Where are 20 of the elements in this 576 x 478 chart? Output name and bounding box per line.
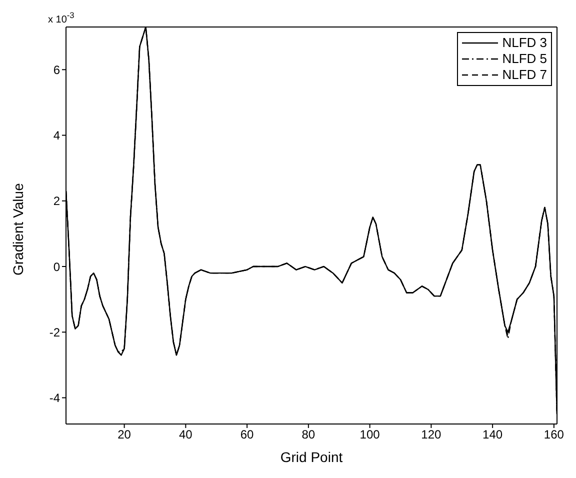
y-tick-label: 6 xyxy=(53,62,60,77)
y-tick-label: -4 xyxy=(49,391,60,406)
x-axis-title: Grid Point xyxy=(280,449,343,465)
x-tick-label: 140 xyxy=(482,428,503,442)
exponent-label: x 10$^{-3}$ xyxy=(48,10,74,26)
x-tick-label: 20 xyxy=(118,428,132,442)
legend-label: NLFD 7 xyxy=(502,67,547,83)
x-tick-label: 80 xyxy=(302,428,316,442)
x-tick-label: 160 xyxy=(544,428,564,442)
y-axis-title: Gradient Value xyxy=(10,182,26,276)
y-tick-label: 0 xyxy=(53,260,60,274)
y-tick-label: 4 xyxy=(53,128,60,143)
y-tick-label: -2 xyxy=(49,325,60,340)
legend-label: NLFD 3 xyxy=(502,35,547,51)
x-tick-label: 40 xyxy=(179,428,193,442)
x-tick-label: 120 xyxy=(421,428,442,442)
x-tick-label: 60 xyxy=(240,428,254,442)
x-tick-label: 100 xyxy=(360,428,380,442)
legend-label: NLFD 5 xyxy=(502,51,547,67)
y-tick-label: 2 xyxy=(53,194,60,208)
